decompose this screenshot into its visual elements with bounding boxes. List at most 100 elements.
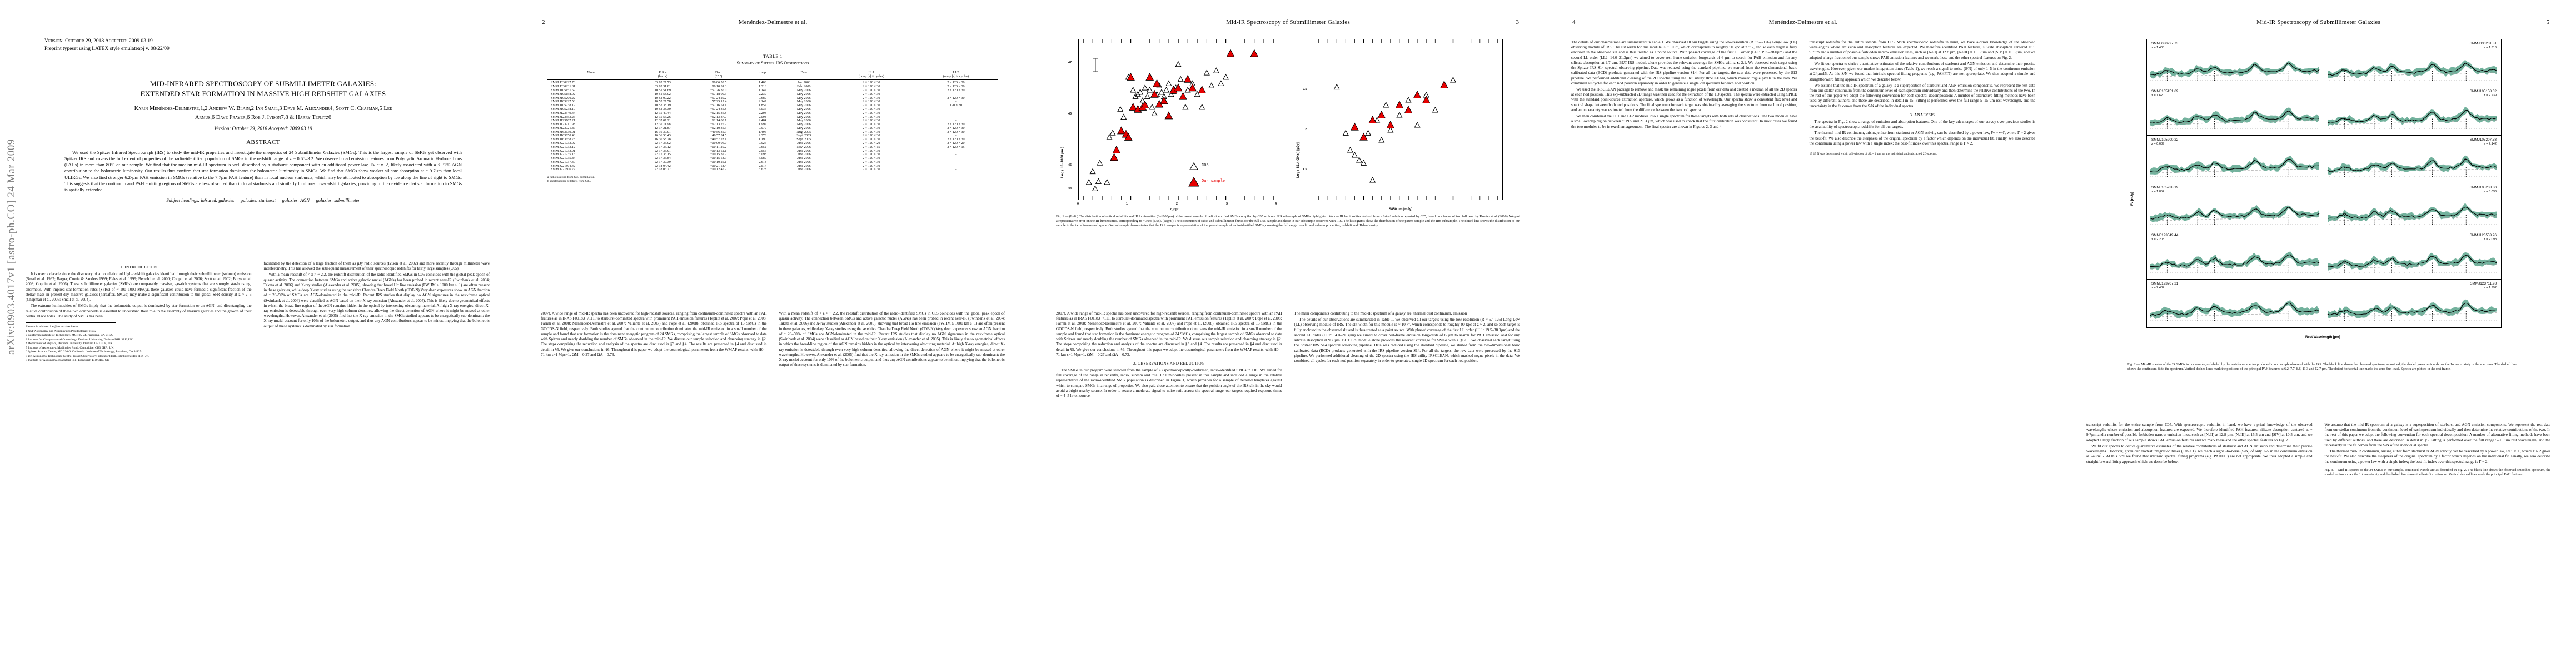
table-cell: +62 13 25.7 — [710, 123, 727, 127]
data-point-our-sample — [1386, 121, 1395, 129]
table-cell: 2 × 120 × 30 — [947, 130, 965, 134]
page2-body: 2007). A wide range of mid-IR spectra ha… — [541, 311, 1005, 369]
figure-2: Fν [mJy] SMMJ030227.73z = 1.4080.0.40.8S… — [2127, 39, 2517, 371]
title-line-1: MID-INFRARED SPECTROSCOPY OF SUBMILLIMET… — [150, 79, 377, 88]
data-point-c05 — [1132, 93, 1139, 99]
data-point-c05 — [1149, 103, 1155, 110]
paragraph: The extreme luminosities of SMGs imply t… — [26, 303, 252, 318]
table-cell: +40 57 34.5 — [710, 134, 727, 138]
table-cell: 2 × 120 × 30 — [863, 157, 880, 161]
data-point-our-sample — [1164, 111, 1173, 120]
table-row: SMM J221733.12 22 17 33.12 +00 11 20.2 0.65… — [547, 145, 998, 149]
table-cell: +00 11 20.2 — [710, 145, 727, 149]
data-point-c05 — [1151, 110, 1158, 116]
table-cell: Nov. 2006 — [796, 145, 811, 149]
footnote: 4 Department of Physics, Durham Universi… — [26, 342, 113, 346]
footnote: Electronic address: kar@astro.caltech.ed… — [26, 325, 78, 328]
table-cell: SMM J105151.69 — [551, 89, 576, 93]
table-cell: 1.495 — [759, 130, 766, 134]
xtick: 2 — [1176, 202, 1178, 206]
spectrum-line — [2327, 110, 2497, 124]
data-point-c05 — [1158, 88, 1165, 95]
table-cell: 2 × 120 × 30 — [863, 126, 880, 130]
table-cell: 0.689 — [759, 96, 766, 100]
continuum-fit-line — [2150, 120, 2320, 125]
legend-open-triangle-icon — [1189, 162, 1198, 170]
spectrum-line — [2150, 254, 2320, 267]
data-point-c05 — [1387, 126, 1394, 133]
data-point-c05 — [1369, 176, 1376, 183]
page1-body: 1. INTRODUCTION It is over a decade sinc… — [26, 261, 490, 363]
table-cell: May 2006 — [796, 104, 811, 108]
section-heading-observations: 2. OBSERVATIONS AND REDUCTION — [1133, 361, 1205, 366]
running-head-title: Mid-IR Spectroscopy of Submillimeter Gal… — [2256, 19, 2380, 26]
table-cell: 12 37 21.87 — [654, 126, 671, 130]
footnote: 7 UK Astronomy Technology Centre, Royal … — [26, 354, 149, 358]
figure2-ylabel: Fν [mJy] — [2131, 192, 2134, 206]
data-point-c05 — [1432, 106, 1438, 113]
figure1-right-panel: Log ( S1.4 GHz ) [µJy] 2.5 2 1.5 S850 µm… — [1292, 39, 1514, 211]
continuum-fit-line — [2150, 312, 2320, 317]
table-cell: 2 × 120 × 30 — [863, 107, 880, 111]
data-point-our-sample — [1183, 74, 1192, 83]
spectrum-panel-redshift: z = 2.142 — [2483, 142, 2497, 146]
spectrum-panel-redshift: z = 1.620 — [2151, 94, 2165, 98]
data-point-our-sample — [1112, 146, 1121, 154]
table1-caption: TABLE 1 Summary of Spitzer IRS Observati… — [547, 53, 998, 66]
spectrum-trace — [2327, 59, 2497, 82]
table-cell: 2 × 120 × 30 — [863, 134, 880, 138]
table-cell: June 2006 — [796, 157, 811, 161]
table1-notes: a radio position from C05 compilation. b… — [547, 176, 998, 184]
data-point-c05 — [1089, 168, 1096, 175]
table-row: SMM J221735.15 22 17 35.15 +00 15 37.2 3.09… — [547, 153, 998, 157]
data-point-c05 — [1120, 113, 1127, 120]
figure-3-caption: Fig. 3.— Mid-IR spectra of the 24 SMGs i… — [2324, 467, 2551, 476]
table-cell: SMM J163639.01 — [551, 130, 576, 134]
spectrum-panel-name: SMMJ123711.98 — [2470, 281, 2497, 286]
table-row: SMM J221806.77 22 18 06.77 +00 12 45.7 3.62… — [547, 168, 998, 173]
table-row: SMM J105227.58 10 52 27.58 +57 25 12.4 2.14… — [547, 100, 998, 104]
spectrum-panel-name: SMMJ105151.69 — [2151, 89, 2179, 94]
th-name-sub — [547, 74, 635, 80]
spectrum-panel-name: SMMJ123549.44 — [2151, 233, 2179, 238]
table-cell: 2 × 120 × 30 — [947, 123, 965, 127]
folio-page-4: 4 — [1572, 19, 1576, 26]
author-line-1: Karín Menéndez-Delmestre,1,2 Andrew W. B… — [134, 106, 392, 112]
footnote: 3 Institute for Computational Cosmology,… — [26, 337, 133, 341]
table-cell: 2 × 120 × 20 — [863, 141, 880, 145]
table-cell: 2 × 120 × 30 — [863, 138, 880, 142]
spectrum-panel-name: SMMJ105238.30 — [2469, 186, 2497, 190]
footnote: 1 NSF Astronomy and Astrophysics Postdoc… — [26, 329, 96, 333]
spectrum-panel-redshift: z = 1.852 — [2151, 190, 2165, 193]
spectrum-panel-redshift: z = 1.408 — [2151, 46, 2165, 49]
data-point-c05 — [1117, 106, 1124, 112]
table-cell: – — [955, 160, 957, 164]
uncertainty-band — [2328, 155, 2497, 175]
table-cell: SMM J163650.43 — [551, 134, 576, 138]
table-cell: SMM J221737.39 — [551, 160, 576, 164]
paragraph: transcript redshifts for the entire samp… — [1809, 40, 2036, 60]
data-point-c05 — [1414, 121, 1421, 128]
table-cell: SMM J163658.78 — [551, 138, 576, 142]
continuum-fit-line — [2327, 168, 2497, 173]
table-cell: 10 52 27.58 — [654, 100, 671, 104]
table-cell: Aug. 2005 — [796, 130, 811, 134]
table-cell: 1.147 — [759, 89, 766, 93]
ytick: 45 — [1068, 163, 1072, 167]
continuum-fit-line — [2327, 120, 2497, 125]
table-note: b spectroscopic redshifts from C05. — [547, 180, 591, 183]
spectrum-trace — [2327, 202, 2497, 226]
spectrum-line — [2150, 111, 2320, 124]
table1-wrapper: TABLE 1 Summary of Spitzer IRS Observati… — [547, 53, 998, 184]
table-cell: +62 10 35.3 — [710, 126, 727, 130]
figure1-right-ylabel: Log ( S1.4 GHz ) [µJy] — [1296, 142, 1300, 178]
spectrum-panel: SMMJ123707.21z = 2.4840.0.2 — [2147, 279, 2324, 327]
page5-body: transcript redshifts for the entire samp… — [2086, 422, 2550, 477]
table-row: SMM J221737.39 22 17 37.39 +00 10 25.1 2.61… — [547, 160, 998, 164]
footnote-rule — [26, 322, 116, 323]
data-point-our-sample — [1359, 132, 1368, 141]
continuum-fit-line — [2327, 312, 2497, 317]
table-cell: 3.623 — [746, 168, 779, 173]
table-row: SMM J221735.84 22 17 35.84 +00 15 58.9 3.08… — [547, 157, 998, 161]
data-point-c05 — [1218, 80, 1224, 86]
